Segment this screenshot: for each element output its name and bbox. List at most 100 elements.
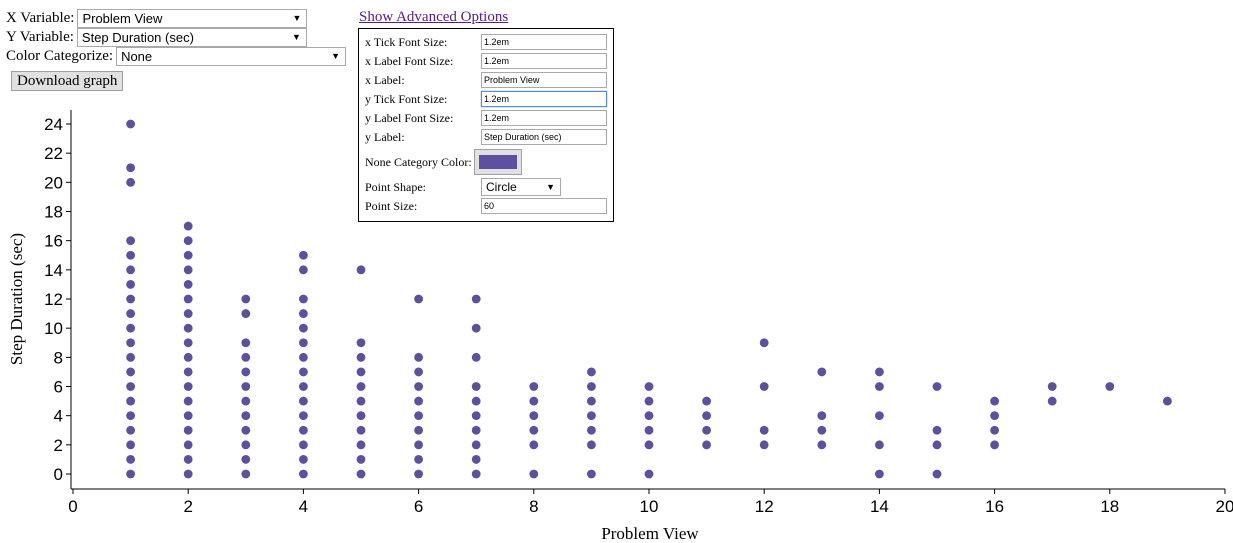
- data-point: [759, 425, 769, 435]
- y-label-font-size-label: y Label Font Size:: [365, 110, 454, 125]
- x-tick-label: 0: [68, 497, 77, 516]
- y-tick-label: 20: [44, 173, 63, 192]
- data-point: [299, 323, 308, 333]
- x-label-font-size-input[interactable]: 1.2em: [481, 53, 607, 69]
- x-tick-label: 10: [640, 497, 659, 516]
- data-point: [126, 177, 135, 187]
- data-point: [299, 469, 308, 479]
- show-advanced-options-link[interactable]: Show Advanced Options: [359, 9, 509, 25]
- data-point: [644, 396, 654, 406]
- x-tick-font-size-input[interactable]: 1.2em: [481, 34, 607, 50]
- y-tick-label: 8: [54, 348, 63, 367]
- data-point: [241, 367, 251, 377]
- data-point: [990, 411, 999, 421]
- point-shape-select[interactable]: Circle ▼: [481, 178, 561, 196]
- data-point: [299, 250, 308, 260]
- data-point: [241, 455, 251, 464]
- color-categorize-select[interactable]: None ▼: [116, 47, 347, 66]
- data-point: [299, 440, 308, 450]
- none-category-color-row: None Category Color:: [365, 149, 522, 175]
- data-point: [126, 425, 135, 435]
- x-variable-select[interactable]: Problem View ▼: [77, 9, 308, 28]
- none-category-color-button[interactable]: [473, 149, 522, 175]
- data-point: [126, 236, 135, 246]
- data-point: [817, 367, 827, 377]
- data-point: [414, 440, 423, 450]
- data-point: [587, 396, 596, 406]
- data-point: [183, 382, 193, 391]
- y-tick-font-size-input[interactable]: 1.2em: [481, 91, 607, 107]
- point-shape-value: Circle: [486, 180, 517, 194]
- data-point: [126, 352, 135, 362]
- data-point: [1105, 382, 1115, 391]
- data-point: [299, 455, 308, 464]
- data-point: [587, 367, 596, 377]
- data-point: [299, 411, 308, 421]
- data-point: [356, 352, 366, 362]
- x-label-input[interactable]: Problem View: [481, 72, 607, 88]
- data-point: [183, 323, 193, 333]
- data-point: [356, 367, 366, 377]
- data-point: [471, 396, 481, 406]
- data-point: [759, 382, 769, 391]
- data-point: [183, 469, 193, 479]
- point-size-row: Point Size: 60: [365, 198, 607, 214]
- data-point: [471, 382, 481, 391]
- data-point: [587, 469, 596, 479]
- data-point: [529, 382, 539, 391]
- data-point: [241, 411, 251, 421]
- data-point: [126, 382, 135, 391]
- y-axis-label: Step Duration (sec): [7, 233, 26, 365]
- y-tick-font-size-row: y Tick Font Size: 1.2em: [365, 91, 607, 107]
- data-point: [183, 250, 193, 260]
- y-variable-value: Step Duration (sec): [81, 30, 194, 45]
- data-point: [356, 265, 366, 275]
- x-variable-value: Problem View: [82, 11, 163, 26]
- data-point: [702, 411, 711, 421]
- data-point: [126, 309, 135, 318]
- color-categorize-row: Color Categorize: None ▼: [6, 47, 347, 66]
- data-point: [817, 425, 827, 435]
- data-point: [126, 396, 135, 406]
- y-label-label: y Label:: [365, 129, 405, 144]
- data-point: [126, 440, 135, 450]
- data-point: [471, 294, 481, 304]
- data-point: [356, 411, 366, 421]
- data-point: [183, 367, 193, 377]
- data-point: [299, 382, 308, 391]
- data-point: [299, 294, 308, 304]
- data-point: [529, 425, 539, 435]
- data-point: [990, 396, 999, 406]
- y-label-font-size-input[interactable]: 1.2em: [481, 110, 607, 126]
- data-point: [875, 411, 884, 421]
- data-point: [126, 280, 135, 289]
- chevron-down-icon: ▼: [292, 13, 302, 23]
- download-graph-button[interactable]: Download graph: [11, 71, 124, 91]
- data-point: [356, 382, 366, 391]
- y-variable-select[interactable]: Step Duration (sec) ▼: [76, 28, 307, 47]
- data-point: [126, 294, 135, 304]
- x-variable-row: X Variable: Problem View ▼: [6, 9, 308, 28]
- data-point: [587, 382, 596, 391]
- data-point: [299, 367, 308, 377]
- data-point: [241, 440, 251, 450]
- data-point: [471, 352, 481, 362]
- data-point: [183, 338, 193, 348]
- data-point: [183, 294, 193, 304]
- y-tick-label: 14: [44, 261, 63, 280]
- y-label-input[interactable]: Step Duration (sec): [481, 129, 607, 145]
- x-tick-label: 20: [1216, 497, 1233, 516]
- data-point: [126, 250, 135, 260]
- data-point: [183, 221, 193, 231]
- x-tick-font-size-label: x Tick Font Size:: [365, 34, 448, 49]
- data-point: [299, 352, 308, 362]
- chart-points: [126, 119, 1172, 479]
- point-size-input[interactable]: 60: [481, 198, 607, 214]
- x-axis-label: Problem View: [601, 524, 699, 543]
- data-point: [241, 309, 251, 318]
- data-point: [529, 469, 539, 479]
- data-point: [817, 411, 827, 421]
- x-tick-label: 14: [870, 497, 889, 516]
- data-point: [471, 469, 481, 479]
